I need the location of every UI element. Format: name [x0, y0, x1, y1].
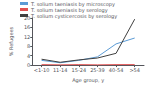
svg-text:11-14: 11-14 — [53, 67, 68, 73]
svg-text:T. solium cysticercosis by ser: T. solium cysticercosis by serology — [30, 13, 117, 20]
svg-text:T. solium taeniasis by serolog: T. solium taeniasis by serology — [31, 6, 108, 13]
svg-text:15-24: 15-24 — [72, 67, 87, 73]
svg-text:<1-10: <1-10 — [34, 67, 50, 73]
svg-text:12: 12 — [24, 34, 30, 40]
svg-text:4: 4 — [27, 53, 30, 59]
svg-text:Age group, y: Age group, y — [72, 77, 104, 84]
svg-text:25-39: 25-39 — [90, 67, 105, 73]
svg-text:% Refugees: % Refugees — [8, 26, 15, 56]
svg-text:0: 0 — [27, 62, 30, 68]
svg-text:16: 16 — [24, 24, 30, 30]
svg-text:8: 8 — [27, 43, 30, 49]
svg-text:40-54: 40-54 — [109, 67, 124, 73]
svg-text:>54: >54 — [129, 67, 140, 73]
svg-text:20: 20 — [23, 15, 31, 21]
svg-text:T. solium taeniasis by microsc: T. solium taeniasis by microscopy — [31, 0, 115, 7]
